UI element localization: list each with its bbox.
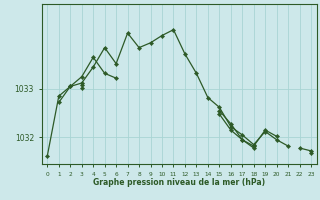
X-axis label: Graphe pression niveau de la mer (hPa): Graphe pression niveau de la mer (hPa) [93, 178, 265, 187]
